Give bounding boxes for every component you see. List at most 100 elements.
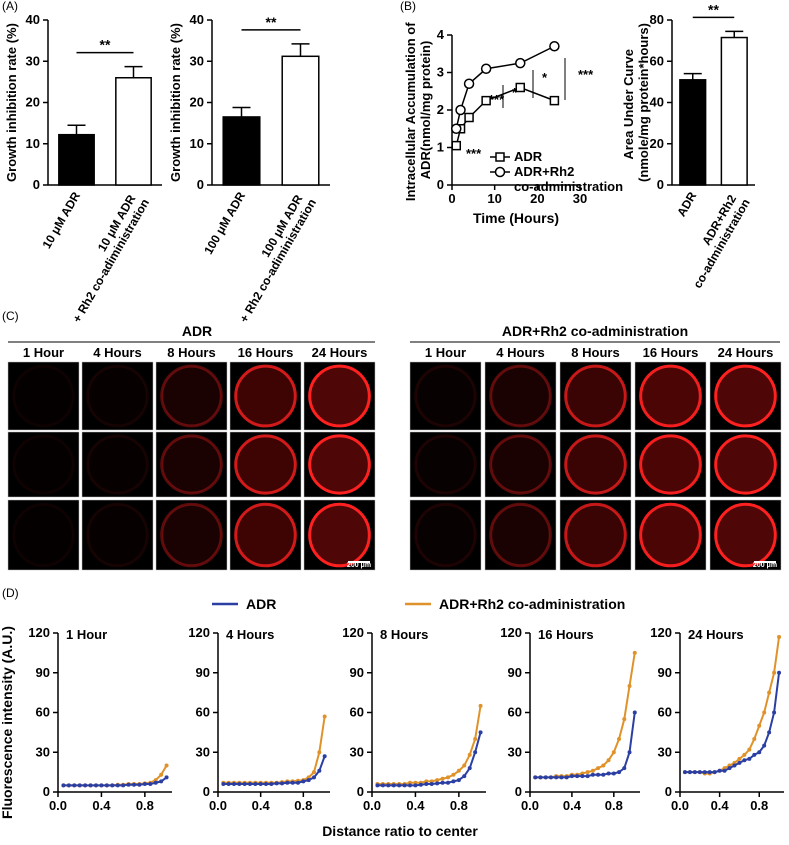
bar bbox=[115, 77, 152, 186]
y-tick-label: 120 bbox=[28, 625, 50, 640]
y-tick-label: 120 bbox=[188, 625, 210, 640]
panel-title: 16 Hours bbox=[538, 627, 594, 642]
x-tick-label: 10 bbox=[487, 191, 501, 206]
panel-title: 8 Hours bbox=[380, 627, 428, 642]
y-tick-label: 60 bbox=[36, 705, 50, 720]
legend-label: ADR+Rh2 co-administration bbox=[514, 164, 623, 194]
marker bbox=[375, 783, 380, 788]
marker bbox=[707, 770, 712, 775]
marker bbox=[467, 766, 472, 771]
marker bbox=[464, 112, 474, 123]
scale-label: 200 μm bbox=[753, 562, 777, 569]
marker bbox=[632, 710, 637, 715]
marker bbox=[221, 782, 226, 787]
micrograph bbox=[7, 499, 80, 571]
y-axis-label: Intracellular Accumulation of ADR(nmol/m… bbox=[403, 19, 433, 201]
time-header: 16 Hours bbox=[238, 345, 294, 360]
spheroid bbox=[639, 364, 702, 428]
spheroid bbox=[639, 434, 702, 495]
legend-label: ADR+Rh2 co-administration bbox=[439, 596, 625, 612]
y-tick-label: 4 bbox=[437, 27, 445, 42]
significance: *** bbox=[578, 67, 594, 82]
marker bbox=[762, 743, 767, 748]
series-line bbox=[684, 672, 781, 774]
marker bbox=[153, 780, 158, 785]
marker bbox=[391, 783, 396, 788]
micrograph bbox=[559, 431, 632, 498]
marker bbox=[549, 95, 560, 106]
bar bbox=[58, 133, 95, 186]
marker bbox=[772, 670, 777, 675]
x-tick-label: 0.0 bbox=[671, 798, 689, 813]
micrograph bbox=[484, 361, 557, 431]
panel-title: 24 Hours bbox=[688, 627, 744, 642]
marker bbox=[451, 123, 462, 134]
marker bbox=[757, 750, 762, 755]
spheroid bbox=[489, 364, 552, 428]
micrograph bbox=[155, 499, 228, 571]
panel-title: 1 Hour bbox=[66, 627, 107, 642]
micrograph bbox=[7, 361, 80, 431]
y-tick-label: 60 bbox=[196, 705, 210, 720]
marker bbox=[137, 782, 142, 787]
marker bbox=[559, 775, 564, 780]
marker bbox=[242, 782, 247, 787]
marker bbox=[772, 710, 777, 715]
marker bbox=[564, 775, 569, 780]
y-tick-label: 20 bbox=[26, 95, 40, 110]
marker bbox=[290, 780, 295, 785]
y-axis-label: Fluorescence intensity (A.U.) bbox=[0, 626, 15, 819]
marker bbox=[687, 770, 692, 775]
x-tick-label: 0.8 bbox=[750, 798, 768, 813]
marker bbox=[747, 747, 752, 752]
micrograph bbox=[709, 499, 782, 571]
marker bbox=[617, 770, 622, 775]
marker bbox=[569, 774, 574, 779]
y-tick-label: 30 bbox=[350, 744, 364, 759]
marker bbox=[617, 737, 622, 741]
marker bbox=[622, 717, 627, 722]
marker bbox=[580, 774, 585, 779]
marker bbox=[478, 730, 483, 735]
marker bbox=[473, 737, 478, 741]
x-tick-label: 10 μM ADR bbox=[40, 189, 84, 251]
time-header: 4 Hours bbox=[496, 345, 544, 360]
panel-label: (D) bbox=[2, 586, 19, 600]
marker bbox=[762, 710, 767, 715]
marker bbox=[306, 778, 311, 783]
significance: ** bbox=[708, 1, 719, 17]
marker bbox=[548, 775, 553, 780]
marker bbox=[737, 756, 742, 761]
marker bbox=[72, 783, 77, 788]
marker bbox=[549, 41, 560, 52]
x-tick-label: 0.0 bbox=[521, 798, 539, 813]
bar bbox=[281, 55, 320, 186]
panel-label: (A) bbox=[2, 0, 18, 13]
micrograph bbox=[634, 431, 707, 498]
spheroid bbox=[308, 364, 371, 428]
marker bbox=[601, 772, 606, 777]
marker bbox=[737, 760, 742, 765]
marker bbox=[606, 758, 611, 763]
spheroid bbox=[714, 502, 777, 568]
x-tick-label: 100 μM ADR bbox=[201, 189, 248, 257]
y-tick-label: 0 bbox=[43, 784, 50, 799]
significance: *** bbox=[489, 92, 505, 107]
marker bbox=[590, 768, 595, 773]
y-tick-label: 0 bbox=[657, 177, 664, 192]
spheroid bbox=[714, 364, 777, 428]
x-tick-label: 0.8 bbox=[450, 798, 468, 813]
time-header: 4 Hours bbox=[93, 345, 141, 360]
marker bbox=[585, 770, 590, 775]
spheroid bbox=[86, 364, 149, 428]
marker bbox=[456, 778, 461, 783]
y-tick-label: 40 bbox=[650, 95, 664, 110]
spheroid bbox=[160, 502, 223, 568]
micrograph bbox=[709, 361, 782, 431]
marker bbox=[126, 782, 131, 787]
marker bbox=[317, 768, 322, 773]
spheroid bbox=[714, 434, 777, 495]
marker bbox=[451, 772, 456, 777]
marker bbox=[627, 750, 632, 755]
